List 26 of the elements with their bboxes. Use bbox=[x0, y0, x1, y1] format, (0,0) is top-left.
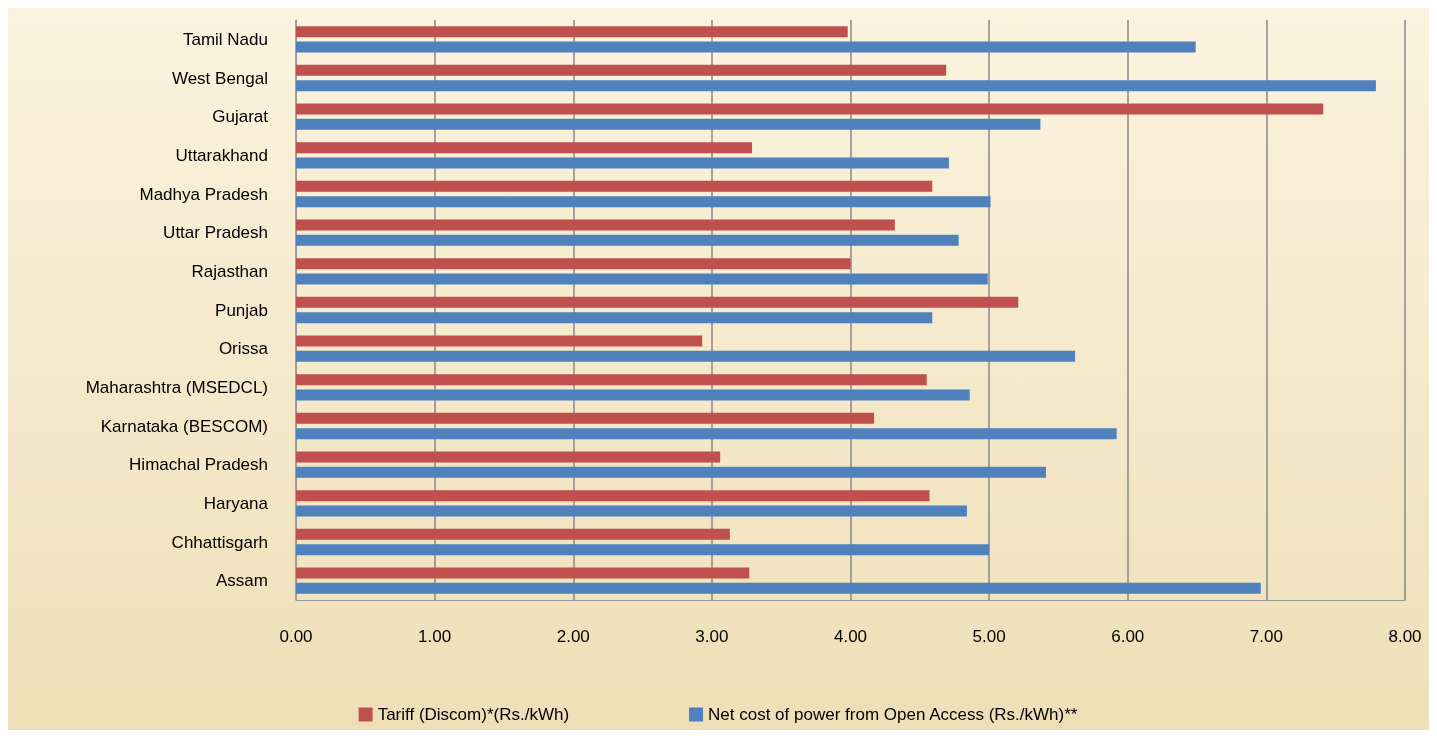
x-tick-label: 8.00 bbox=[1388, 627, 1422, 646]
x-tick-label: 7.00 bbox=[1249, 627, 1283, 646]
y-tick-label: Punjab bbox=[215, 300, 268, 320]
x-tick-label: 0.00 bbox=[279, 627, 313, 646]
x-tick-label: 1.00 bbox=[418, 627, 452, 646]
legend-label: Net cost of power from Open Access (Rs./kWh)** bbox=[708, 705, 1078, 724]
y-tick-label: Gujarat bbox=[212, 107, 269, 127]
y-tick-label: West Bengal bbox=[171, 68, 268, 88]
y-tick-label: Assam bbox=[216, 571, 268, 591]
y-tick-label: Himachal Pradesh bbox=[129, 455, 268, 475]
y-tick-label: Haryana bbox=[203, 493, 269, 513]
x-tick-label: 5.00 bbox=[972, 627, 1006, 646]
y-tick-label: Karnataka (BESCOM) bbox=[100, 416, 268, 436]
x-tick-label: 2.00 bbox=[556, 627, 590, 646]
y-tick-label: Madhya Pradesh bbox=[139, 184, 268, 204]
x-tick-label: 6.00 bbox=[1111, 627, 1145, 646]
y-tick-label: Uttar Pradesh bbox=[163, 223, 268, 243]
x-tick-label: 3.00 bbox=[695, 627, 729, 646]
y-tick-label: Rajasthan bbox=[191, 261, 268, 281]
y-tick-label: Chhattisgarh bbox=[171, 532, 268, 552]
y-tick-label: Maharashtra (MSEDCL) bbox=[85, 377, 268, 397]
x-tick-label: 4.00 bbox=[833, 627, 868, 646]
y-tick-label: Uttarakhand bbox=[175, 145, 268, 165]
y-tick-label: Orissa bbox=[218, 339, 269, 359]
legend-label: Tariff (Discom)*(Rs./kWh) bbox=[377, 705, 570, 724]
y-tick-label: Tamil Nadu bbox=[182, 29, 268, 49]
